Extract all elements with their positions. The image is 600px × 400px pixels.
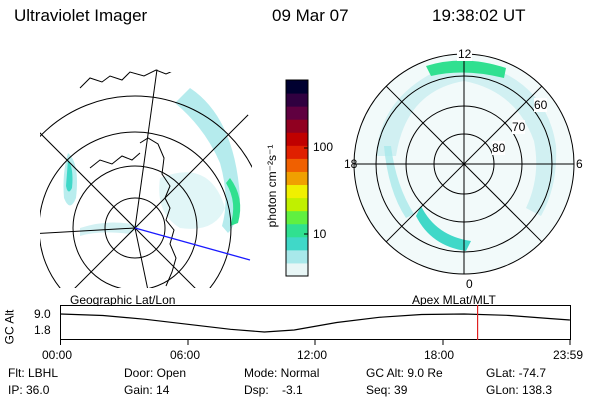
coastline — [89, 152, 141, 169]
colorbar-swatch — [286, 80, 308, 94]
date-label: 09 Mar 07 — [272, 6, 349, 25]
auroral-oval — [376, 60, 557, 216]
timeline-xtick: 23:59 — [553, 348, 584, 362]
mlat-label-70: 70 — [512, 120, 526, 134]
colorbar-swatch — [286, 119, 308, 133]
lat-circle — [40, 95, 252, 288]
filter-info: Flt: LBHL — [8, 366, 59, 380]
meridian-line — [40, 92, 136, 229]
glat-info: GLat: -74.7 — [486, 366, 547, 380]
colorbar-swatch — [286, 184, 308, 199]
altitude-timeline-plot — [60, 305, 571, 345]
colorbar-swatch — [286, 171, 308, 186]
timeline-frame — [60, 305, 571, 340]
aurora-diffuse — [159, 172, 225, 229]
mlt-line-diagonal — [385, 85, 543, 243]
colorbar-swatch — [286, 132, 308, 146]
color-scale-bar — [285, 79, 309, 277]
timeline-xtick: 06:00 — [170, 348, 201, 362]
colorbar-swatch — [286, 197, 308, 212]
meridian-line — [134, 227, 161, 288]
colorbar-swatch — [286, 93, 308, 107]
meridian-line — [134, 92, 252, 229]
lat-circle — [104, 197, 166, 259]
mlt-label-6: 6 — [576, 157, 583, 171]
geographic-map-contents — [40, 68, 252, 288]
mlt-label-12: 12 — [457, 47, 473, 61]
aurora-emission-core — [66, 160, 73, 192]
timeline-yaxis-label: GC Alt — [2, 309, 17, 345]
colorbar-swatch — [286, 236, 308, 251]
timeline-xtick: 12:00 — [297, 348, 328, 362]
colorbar-swatch — [286, 106, 308, 120]
colorbar-swatch — [286, 262, 308, 277]
colorbar-swatch — [286, 145, 308, 159]
mlt-label-18: 18 — [344, 157, 358, 171]
instrument-title: Ultraviolet Imager — [14, 6, 148, 25]
altitude-curve — [60, 313, 570, 333]
meridian-line — [134, 227, 252, 288]
aurora-bright-spot — [226, 178, 241, 226]
colorbar-unit-label: photon cm⁻²s⁻¹ — [265, 144, 279, 228]
timeline-right-title: Apex MLat/MLT — [412, 293, 496, 307]
timeline-x-ticks — [60, 340, 571, 345]
mlt-label-0: 0 — [466, 277, 473, 291]
coastline — [209, 68, 246, 77]
timeline-ytick: 1.8 — [34, 323, 51, 337]
gain-info: Gain: 14 — [124, 383, 170, 397]
lat-circle — [72, 165, 198, 288]
colorbar-swatch — [286, 210, 308, 225]
mlat-label-80: 80 — [492, 141, 506, 155]
timeline-xtick: 18:00 — [424, 348, 455, 362]
colorbar-swatch — [286, 249, 308, 264]
colorbar-swatch — [286, 158, 308, 172]
time-label: 19:38:02 UT — [432, 6, 526, 25]
colorbar-swatch — [286, 223, 308, 238]
colorbar-tick-label: 100 — [313, 140, 334, 154]
auroral-bright-region — [426, 60, 506, 78]
lat-circle — [40, 131, 232, 288]
seq-info: Seq: 39 — [366, 383, 408, 397]
timeline-left-title: Geographic Lat/Lon — [70, 293, 176, 307]
colorbar-tick-label: 10 — [313, 227, 327, 241]
gc-alt-info: GC Alt: 9.0 Re — [366, 366, 443, 380]
ip-info: IP: 36.0 — [8, 383, 50, 397]
timeline-xtick: 00:00 — [42, 348, 73, 362]
auroral-patch — [416, 206, 471, 251]
coastline — [99, 68, 121, 69]
geographic-map — [40, 68, 252, 288]
mode-info: Mode: Normal — [244, 366, 320, 380]
coastline — [79, 68, 223, 89]
dsp-info: Dsp: -3.1 — [244, 383, 303, 397]
coastline — [139, 137, 177, 287]
meridian-line — [40, 227, 136, 288]
polar-mlt-map — [353, 53, 575, 275]
meridian-line — [40, 227, 136, 235]
mlat-label-60: 60 — [534, 98, 548, 112]
door-info: Door: Open — [124, 366, 187, 380]
subsatellite-meridian — [134, 227, 251, 261]
glon-info: GLon: 138.3 — [486, 383, 553, 397]
timeline-ytick: 9.0 — [34, 307, 51, 321]
